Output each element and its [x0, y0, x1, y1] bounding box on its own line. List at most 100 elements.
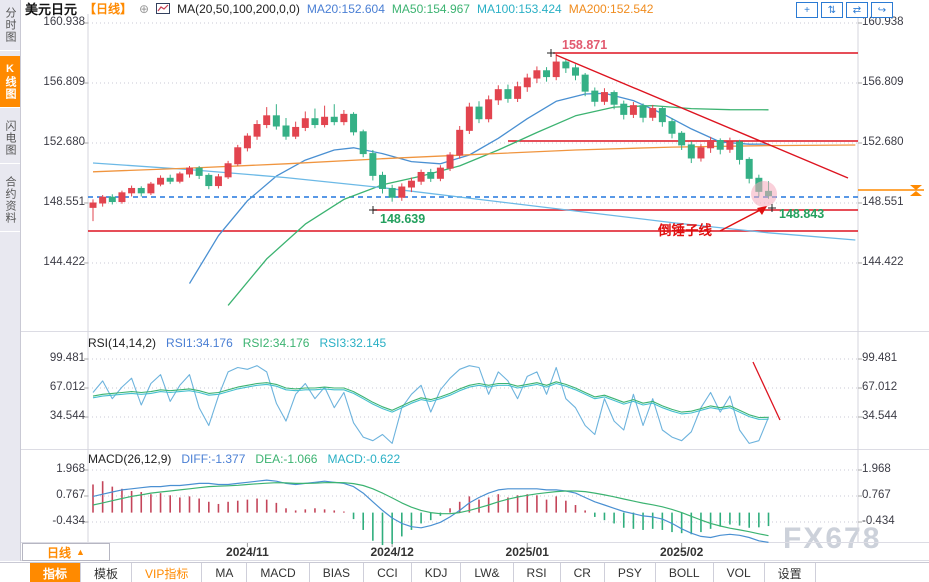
candle-body [494, 89, 502, 101]
indicator-tab-模板[interactable]: 模板 [81, 563, 133, 582]
candle-body [427, 171, 435, 179]
candle-body [224, 163, 232, 178]
candle-body [379, 174, 386, 189]
sidebar-tab-合约资料[interactable]: 合约资料 [0, 169, 20, 232]
candle-body [301, 118, 309, 128]
candle-body [475, 106, 483, 120]
candle-body [707, 140, 715, 149]
ma-line-MA20 [188, 92, 769, 284]
candle-body [552, 61, 560, 78]
candle-body [716, 140, 724, 150]
candle-body [263, 115, 271, 126]
sidebar-tab-分时图[interactable]: 分时图 [0, 0, 20, 51]
x-axis-label: 2025/02 [659, 545, 704, 559]
axis-label-right: 1.968 [862, 463, 891, 475]
axis-label-right: 67.012 [862, 381, 898, 393]
indicator-tab-BIAS[interactable]: BIAS [310, 563, 365, 582]
candle-body [745, 158, 753, 179]
candle-body [99, 196, 107, 204]
candle-body [533, 70, 541, 79]
candle-body [620, 103, 628, 115]
candle-body [649, 108, 657, 118]
candle-body [417, 171, 425, 182]
indicator-tab-设置[interactable]: 设置 [765, 563, 816, 582]
axis-label-left: 67.012 [49, 381, 85, 393]
kline-style-icon[interactable] [156, 3, 171, 14]
period-selector[interactable]: 日线 ▲ [22, 543, 110, 561]
candle-body [398, 186, 406, 198]
y-axis-scale-icon[interactable]: ⇅ [821, 2, 843, 18]
rsi-header: RSI(14,14,2) RSI1:34.176 RSI2:34.176 RSI… [88, 336, 386, 350]
axis-label-right: -0.434 [862, 515, 895, 527]
candle-body [157, 177, 165, 185]
axis-label-left: 0.767 [56, 489, 85, 501]
x-axis-scale-icon[interactable]: ⇄ [846, 2, 868, 18]
candle-body [407, 180, 415, 188]
indicator-tab-KDJ[interactable]: KDJ [412, 563, 462, 582]
candle-body [243, 135, 251, 149]
macd-diff-line [92, 479, 769, 543]
indicator-tab-LW&[interactable]: LW& [461, 563, 514, 582]
rsi-line-RSI1 [92, 365, 770, 444]
candle-body [128, 187, 136, 194]
candle-body [108, 196, 116, 203]
detach-window-icon[interactable]: ↪ [871, 2, 893, 18]
indicator-tab-MACD[interactable]: MACD [247, 563, 310, 582]
candle-body [610, 92, 618, 105]
candle-body [543, 70, 551, 78]
indicator-tab-PSY[interactable]: PSY [605, 563, 656, 582]
candle-body [591, 90, 599, 102]
rsi-line-RSI2 [92, 381, 769, 419]
annotation-arrowhead [757, 206, 767, 215]
ma-line-MA50 [227, 104, 769, 306]
axis-label-left: 152.680 [43, 135, 85, 148]
last-low-price-label: 148.843 [779, 207, 825, 221]
indicator-tab-指标[interactable]: 指标 [30, 563, 82, 582]
x-axis-label: 2024/11 [226, 545, 269, 559]
indicator-tab-RSI[interactable]: RSI [514, 563, 561, 582]
axis-label-left: 144.422 [43, 255, 85, 268]
candle-body [186, 167, 193, 175]
symbol-name: 美元日元 [25, 2, 78, 17]
pan-icon[interactable]: + [796, 2, 818, 18]
candle-body [697, 147, 705, 159]
ma-line-MA100 [92, 162, 856, 241]
rsi3-value: RSI3:32.145 [319, 336, 387, 350]
candle-body [89, 202, 97, 208]
candle-body [736, 141, 744, 160]
candle-body [581, 74, 589, 92]
axis-label-left: -0.434 [52, 515, 85, 527]
peak-price-label: 158.871 [562, 38, 608, 52]
indicator-tab-CCI[interactable]: CCI [364, 563, 412, 582]
candle-body [214, 176, 222, 187]
tabbar-spacer [0, 563, 30, 582]
indicator-tab-CR[interactable]: CR [561, 563, 605, 582]
diff-value: DIFF:-1.377 [181, 452, 246, 466]
add-favorite-icon[interactable]: ⊕ [139, 1, 150, 16]
axis-label-left: 99.481 [49, 352, 85, 364]
axis-label-right: 156.809 [862, 75, 904, 88]
period-selector-label: 日线 [47, 545, 72, 560]
indicator-tab-BOLL[interactable]: BOLL [656, 563, 714, 582]
macd-header: MACD(26,12,9) DIFF:-1.377 DEA:-1.066 MAC… [88, 452, 400, 466]
candle-body [350, 113, 358, 133]
annotation-arrow [719, 206, 767, 232]
candle-body [504, 89, 512, 99]
indicator-tab-MA[interactable]: MA [202, 563, 248, 582]
window-toolbar: + ⇅ ⇄ ↪ [796, 2, 893, 18]
axis-label-left: 1.968 [56, 463, 85, 475]
sidebar-tab-闪电图[interactable]: 闪电图 [0, 113, 20, 164]
rsi2-value: RSI2:34.176 [242, 336, 310, 350]
rsi-line-RSI3 [92, 382, 769, 420]
candle-body [446, 154, 454, 169]
candle-body [687, 144, 695, 159]
ma-params-label: MA(20,50,100,200,0,0) [177, 1, 300, 16]
sidebar-tab-K线图[interactable]: K线图 [0, 56, 20, 108]
indicator-tab-VIP指标[interactable]: VIP指标 [132, 563, 203, 582]
indicator-tab-VOL[interactable]: VOL [714, 563, 765, 582]
candle-body [629, 105, 637, 115]
candle-body [388, 187, 396, 198]
candle-body [195, 167, 203, 176]
candle-body [658, 108, 666, 123]
